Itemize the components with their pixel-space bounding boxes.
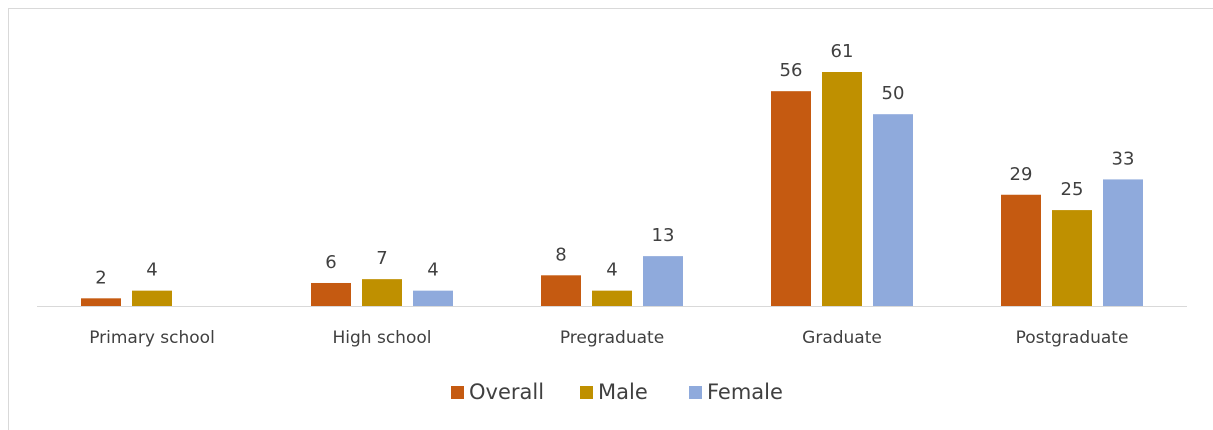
- legend-swatch: [580, 386, 593, 399]
- bar: [592, 290, 632, 306]
- bar: [311, 282, 351, 306]
- data-label: 50: [882, 83, 905, 104]
- bar: [81, 298, 121, 306]
- bar: [771, 91, 811, 306]
- data-label: 13: [652, 225, 675, 246]
- x-tick-label: Pregraduate: [560, 328, 664, 348]
- bar: [132, 290, 172, 306]
- x-tick-label: Primary school: [89, 328, 215, 348]
- x-tick-label: Postgraduate: [1016, 328, 1129, 348]
- data-label: 56: [780, 60, 803, 81]
- bar: [1001, 194, 1041, 306]
- data-label: 29: [1010, 164, 1033, 185]
- bar: [643, 256, 683, 306]
- bar: [413, 290, 453, 306]
- bar: [873, 114, 913, 307]
- data-label: 61: [831, 41, 854, 62]
- data-label: 4: [427, 260, 438, 281]
- legend-label: Female: [707, 380, 783, 404]
- bar: [1052, 210, 1092, 306]
- legend-label: Male: [598, 380, 648, 404]
- bar: [362, 279, 402, 306]
- bar: [822, 72, 862, 306]
- legend-swatch: [689, 386, 702, 399]
- bar: [541, 275, 581, 306]
- data-label: 7: [376, 248, 387, 269]
- data-label: 8: [555, 244, 566, 265]
- data-label: 4: [606, 260, 617, 281]
- legend-label: Overall: [469, 380, 544, 404]
- legend-swatch: [451, 386, 464, 399]
- data-label: 6: [325, 252, 336, 273]
- data-label: 33: [1112, 148, 1135, 169]
- x-tick-label: High school: [333, 328, 432, 348]
- data-label: 2: [95, 267, 106, 288]
- data-label: 25: [1061, 179, 1084, 200]
- x-tick-label: Graduate: [802, 328, 882, 348]
- bar: [1103, 179, 1143, 306]
- data-label: 4: [146, 260, 157, 281]
- chart-border: [8, 8, 1213, 430]
